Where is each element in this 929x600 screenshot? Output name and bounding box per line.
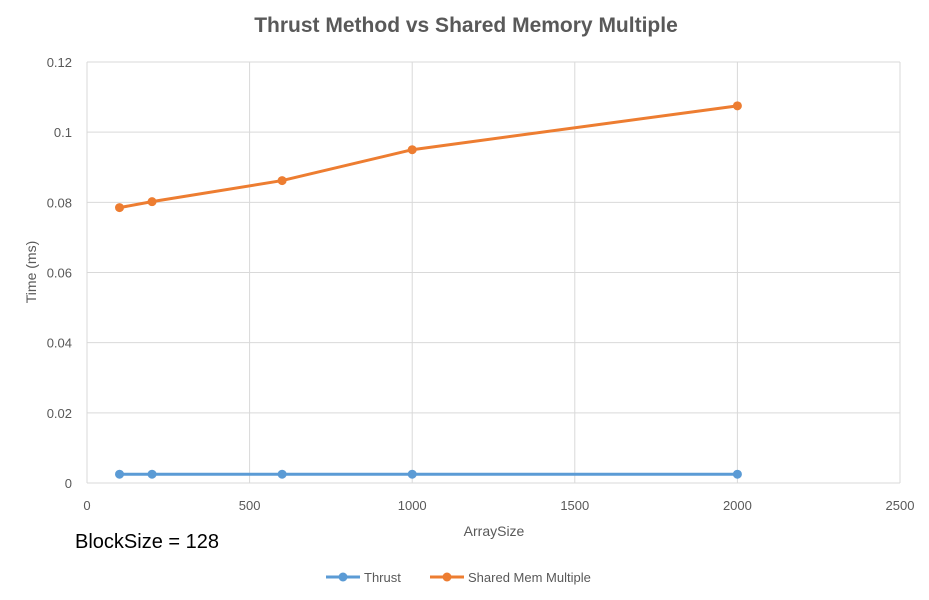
series-line — [118, 104, 739, 210]
x-tick-label: 500 — [239, 498, 261, 513]
data-point — [277, 176, 287, 186]
legend-item: Shared Mem Multiple — [430, 570, 591, 585]
y-tick-label: 0.06 — [47, 266, 72, 281]
x-tick-label: 1500 — [560, 498, 589, 513]
x-tick-label: 1000 — [398, 498, 427, 513]
y-tick-label: 0 — [65, 476, 72, 491]
series-1 — [115, 101, 742, 213]
data-point — [732, 469, 742, 479]
x-tick-label: 0 — [83, 498, 90, 513]
y-tick-label: 0.12 — [47, 55, 72, 70]
data-point — [277, 469, 287, 479]
y-tick-label: 0.08 — [47, 195, 72, 210]
data-point — [147, 469, 157, 479]
x-axis-label: ArraySize — [464, 523, 525, 539]
y-tick-label: 0.1 — [54, 125, 72, 140]
y-tick-label: 0.04 — [47, 336, 72, 351]
legend-item: Thrust — [326, 570, 401, 585]
x-axis-ticks: 0 500 1000 1500 2000 2500 — [83, 498, 914, 513]
series-0 — [115, 469, 742, 479]
legend: Thrust Shared Mem Multiple — [326, 570, 591, 585]
data-point — [732, 101, 742, 111]
y-tick-label: 0.02 — [47, 406, 72, 421]
x-tick-label: 2000 — [723, 498, 752, 513]
gridlines — [86, 61, 901, 484]
x-tick-label: 2500 — [886, 498, 915, 513]
data-point — [115, 469, 125, 479]
blocksize-annotation: BlockSize = 128 — [75, 531, 219, 553]
y-axis-label: Time (ms) — [23, 241, 39, 303]
legend-label: Thrust — [364, 570, 401, 585]
series-lines — [115, 101, 742, 479]
legend-label: Shared Mem Multiple — [468, 570, 591, 585]
legend-swatch-marker — [338, 572, 348, 582]
data-point — [407, 469, 417, 479]
data-point — [407, 145, 417, 155]
legend-swatch-marker — [442, 572, 452, 582]
chart-title: Thrust Method vs Shared Memory Multiple — [254, 14, 678, 37]
y-axis-ticks: 0 0.02 0.04 0.06 0.08 0.1 0.12 — [47, 55, 72, 491]
data-point — [115, 203, 125, 213]
data-point — [147, 197, 157, 207]
